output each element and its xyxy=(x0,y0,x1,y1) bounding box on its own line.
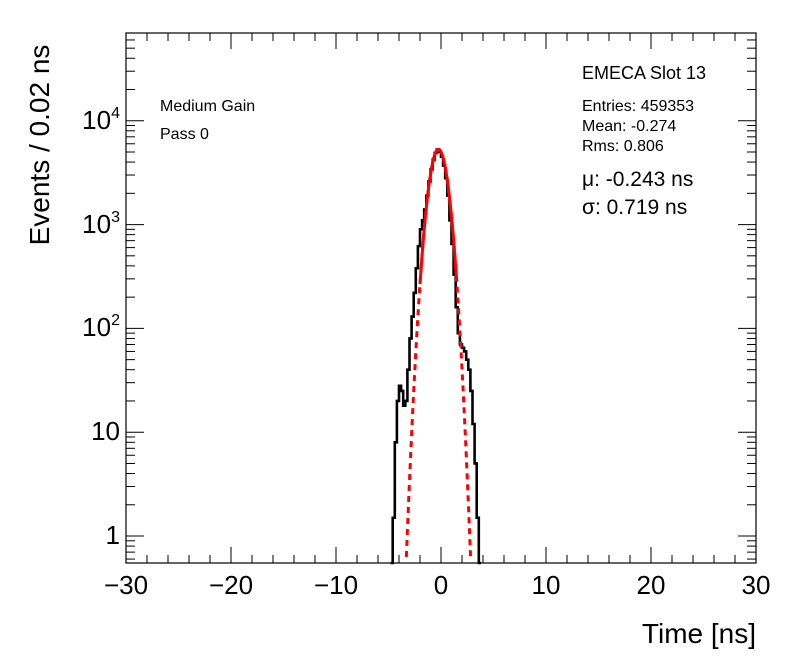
x-tick-label: 0 xyxy=(433,570,449,600)
x-tick-label: 20 xyxy=(636,570,666,600)
pass-label: Pass 0 xyxy=(160,126,209,143)
x-tick-label: −10 xyxy=(313,570,359,600)
fit-mu: μ: -0.243 ns xyxy=(582,168,694,191)
gaussian-fit-dashed xyxy=(404,147,473,559)
y-tick-exponent: 3 xyxy=(111,208,120,226)
x-tick-label: 30 xyxy=(741,570,771,600)
x-tick-label: −30 xyxy=(103,570,149,600)
y-tick-exponent: 4 xyxy=(111,104,120,122)
y-tick-exponent: 2 xyxy=(111,312,120,330)
data-series xyxy=(390,147,481,565)
x-tick-label: 10 xyxy=(531,570,561,600)
y-tick-label: 1 xyxy=(105,520,120,551)
y-axis-label: Events / 0.02 ns xyxy=(24,44,55,246)
y-tick-label: 103 xyxy=(82,208,120,239)
gain-label: Medium Gain xyxy=(160,98,256,115)
gaussian-fit-solid xyxy=(418,147,459,285)
y-tick-label: 10 xyxy=(91,416,120,447)
stats-title: EMECA Slot 13 xyxy=(582,63,707,83)
y-tick-label: 104 xyxy=(82,104,120,135)
x-tick-label: −20 xyxy=(208,570,254,600)
fit-sigma: σ: 0.719 ns xyxy=(582,196,688,219)
x-axis-label: Time [ns] xyxy=(641,618,756,649)
axis-ticks xyxy=(125,32,757,563)
y-tick-label: 102 xyxy=(82,312,120,343)
stats-rms: Rms: 0.806 xyxy=(582,138,664,155)
stats-mean: Mean: -0.274 xyxy=(582,118,677,135)
stats-entries: Entries: 459353 xyxy=(582,98,695,115)
